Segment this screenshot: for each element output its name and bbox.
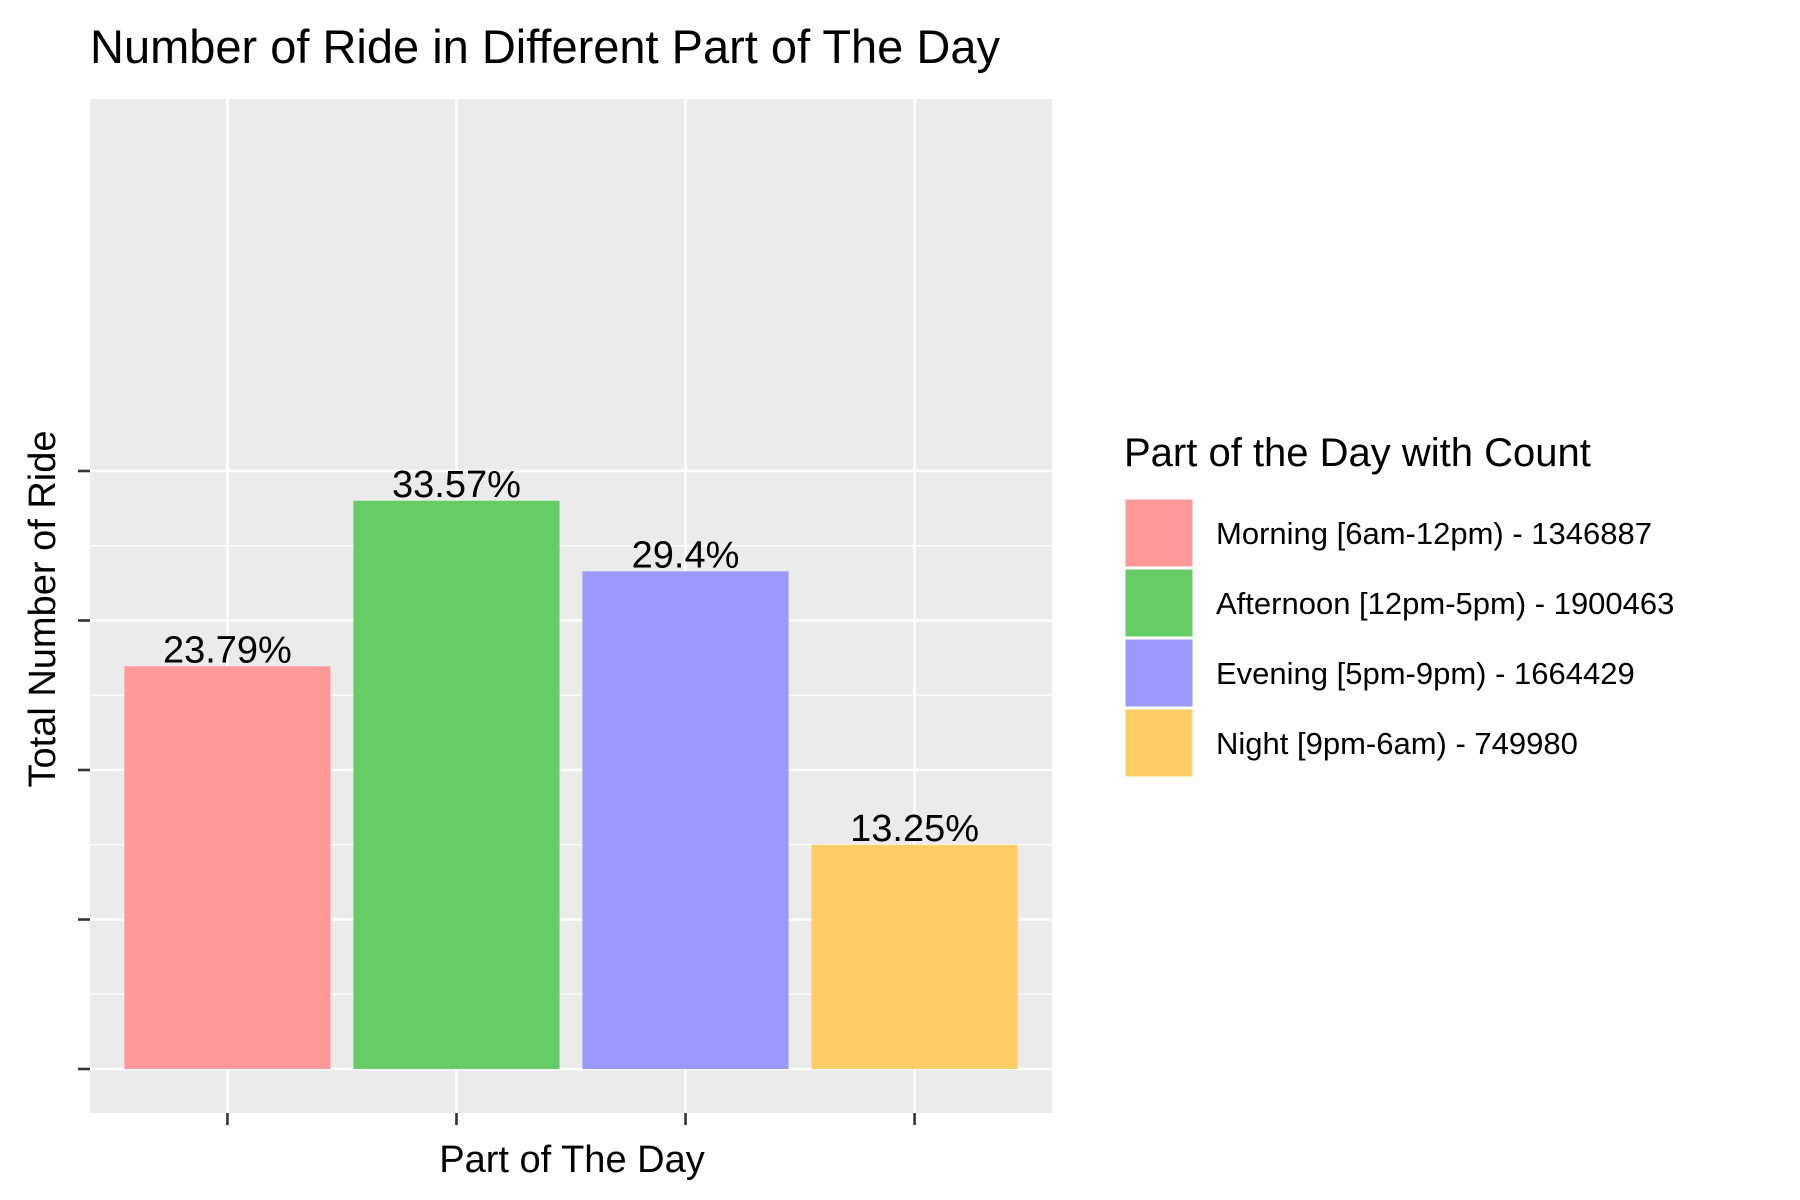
plot-area: 23.79% 33.57% 29.4% 13.25%: [78, 99, 1052, 1125]
x-axis-title: Part of The Day: [439, 1139, 704, 1181]
legend-label-2: Afternoon [12pm-5pm) - 1900463: [1216, 586, 1674, 621]
bar-label-2: 33.57%: [392, 464, 521, 506]
legend-label-1: Morning [6am-12pm) - 1346887: [1216, 516, 1652, 551]
y-axis-title: Total Number of Ride: [22, 431, 64, 788]
legend-key-1: [1122, 496, 1196, 570]
bar-label-4: 13.25%: [850, 808, 979, 850]
bar-4: [811, 844, 1018, 1069]
bar-1: [124, 666, 331, 1069]
legend-title: Part of the Day with Count: [1124, 431, 1591, 475]
bar-label-1: 23.79%: [163, 629, 292, 671]
legend-key-4: [1122, 706, 1196, 780]
bar-label-3: 29.4%: [632, 534, 740, 576]
chart-title: Number of Ride in Different Part of The …: [90, 20, 1000, 73]
bar-3: [582, 571, 789, 1069]
bar-2: [353, 500, 560, 1069]
legend-key-2: [1122, 566, 1196, 640]
legend-label-3: Evening [5pm-9pm) - 1664429: [1216, 656, 1635, 691]
legend-key-3: [1122, 636, 1196, 710]
legend: Part of the Day with Count Morning [6am-…: [1122, 431, 1674, 780]
legend-label-4: Night [9pm-6am) - 749980: [1216, 726, 1578, 761]
